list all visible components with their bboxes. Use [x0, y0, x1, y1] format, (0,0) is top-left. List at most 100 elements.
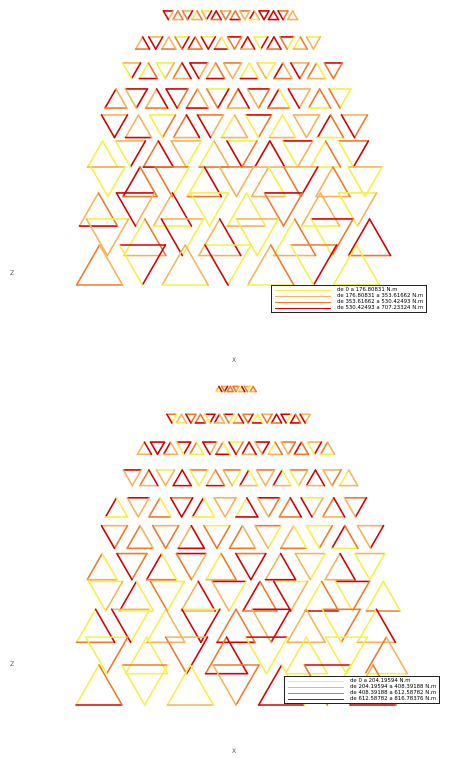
- dome-member: [177, 524, 193, 550]
- dome-member: [175, 552, 193, 581]
- dome-member: [291, 10, 299, 21]
- dome-member: [305, 114, 321, 139]
- dome-member: [324, 636, 348, 675]
- dome-member: [223, 385, 229, 393]
- dome-member: [121, 62, 133, 80]
- dome-member: [235, 166, 255, 198]
- dome-member: [148, 114, 164, 139]
- dome-member: [101, 140, 119, 168]
- dome-member: [244, 10, 251, 21]
- dome-member: [172, 10, 179, 21]
- dome-member: [100, 524, 116, 550]
- dome-member: [339, 552, 356, 581]
- dome-member: [218, 166, 238, 198]
- dome-member: [312, 36, 322, 50]
- dome-member: [189, 469, 200, 487]
- dome-member: [213, 413, 221, 424]
- legend-swatch: [275, 307, 331, 309]
- dome-member: [254, 140, 271, 168]
- dome-member: [267, 497, 281, 518]
- legend-entry: de 0 a 204.19594 N.m: [288, 678, 436, 684]
- dome-member: [263, 10, 270, 21]
- dome-member: [130, 62, 142, 80]
- dome-member: [123, 218, 146, 257]
- legend-entry: de 204.19594 a 408.39188 N.m: [288, 684, 436, 690]
- dome-member: [161, 36, 170, 50]
- dome-member: [227, 244, 252, 286]
- dome-member: [160, 552, 178, 581]
- dome-member: [281, 140, 299, 168]
- dome-member: [218, 413, 226, 424]
- dome-member: [166, 413, 173, 424]
- dome-member: [154, 36, 164, 50]
- dome-member: [143, 664, 169, 706]
- dome-member: [347, 166, 366, 198]
- dome-member: [124, 88, 138, 109]
- dome-member: [235, 385, 240, 393]
- dome-member: [239, 469, 250, 487]
- dome-member: [181, 10, 189, 21]
- legend-swatch: [288, 686, 344, 688]
- dome-member: [312, 244, 338, 286]
- dome-member: [241, 140, 258, 168]
- dome-member: [235, 497, 248, 518]
- dome-member: [250, 552, 267, 581]
- dome-member: [220, 552, 237, 581]
- dome-member: [237, 413, 245, 424]
- dome-member: [250, 166, 270, 198]
- dome-member: [175, 413, 183, 424]
- dome-member: [155, 88, 169, 109]
- dome-member: [185, 413, 192, 424]
- dome-member: [281, 469, 292, 487]
- dome-member: [162, 441, 172, 456]
- dome-member: [143, 441, 153, 456]
- dome-member: [149, 441, 159, 456]
- dome-member: [181, 62, 192, 80]
- dome-member: [299, 166, 319, 198]
- dome-member: [175, 441, 185, 456]
- dome-member: [171, 166, 191, 198]
- dome-member: [318, 524, 334, 550]
- dome-member: [351, 580, 371, 612]
- dome-member: [226, 385, 232, 393]
- dome-member: [281, 114, 297, 139]
- dome-member: [337, 140, 355, 168]
- dome-member: [233, 36, 243, 50]
- dome-member: [161, 114, 177, 139]
- dome-member: [205, 10, 213, 21]
- dome-member: [113, 524, 129, 550]
- dome-member: [180, 413, 188, 424]
- legend-label: de 530.42493 a 707.23324 N.m: [337, 305, 424, 311]
- dome-member: [305, 524, 321, 550]
- dome-member: [226, 88, 239, 109]
- dome-member: [331, 524, 346, 550]
- dome-member: [169, 497, 183, 518]
- dome-member: [213, 36, 223, 50]
- dome-member: [220, 36, 230, 50]
- dome-member: [86, 552, 104, 581]
- dome-member: [294, 413, 302, 424]
- dome-member: [228, 441, 237, 456]
- dome-member: [267, 10, 275, 21]
- dome-member: [338, 469, 350, 487]
- dome-member: [228, 580, 247, 612]
- dome-member: [202, 497, 216, 518]
- dome-member: [309, 140, 327, 168]
- dome-member: [105, 636, 129, 675]
- dome-member: [280, 441, 290, 456]
- dome-member: [369, 524, 385, 550]
- dome-member: [198, 469, 209, 487]
- dome-member: [268, 114, 284, 139]
- dome-member: [286, 36, 295, 50]
- dome-member: [186, 166, 206, 198]
- dome-member: [205, 62, 217, 80]
- dome-member: [270, 244, 295, 286]
- dome-member: [104, 497, 118, 518]
- dome-member: [184, 244, 209, 286]
- dome-member: [126, 524, 141, 550]
- dome-member: [300, 497, 313, 518]
- dome-member: [204, 636, 228, 675]
- dome-member: [267, 441, 277, 456]
- dome-member: [234, 10, 242, 21]
- dome-member: [266, 36, 275, 50]
